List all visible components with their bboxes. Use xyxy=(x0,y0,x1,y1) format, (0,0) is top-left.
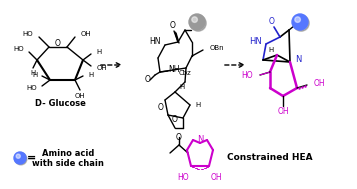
Text: H: H xyxy=(30,70,36,76)
Text: OH: OH xyxy=(277,108,289,116)
Circle shape xyxy=(14,152,26,164)
Text: O: O xyxy=(172,115,178,123)
Text: OH: OH xyxy=(97,65,107,71)
Text: O: O xyxy=(170,22,176,30)
Text: H: H xyxy=(179,84,185,90)
Text: HO: HO xyxy=(177,174,189,183)
Text: HO: HO xyxy=(241,71,253,81)
Circle shape xyxy=(293,15,309,31)
Text: H: H xyxy=(269,47,274,53)
Text: Constrained HEA: Constrained HEA xyxy=(227,153,313,163)
Text: H: H xyxy=(96,49,101,55)
Text: H: H xyxy=(88,72,93,78)
Text: N: N xyxy=(197,135,203,143)
Text: N: N xyxy=(295,54,301,64)
Text: H: H xyxy=(33,72,38,78)
Text: OBn: OBn xyxy=(210,45,225,51)
Text: HO: HO xyxy=(26,85,37,91)
Text: H: H xyxy=(195,102,200,108)
Text: D- Glucose: D- Glucose xyxy=(35,98,85,108)
Text: HO: HO xyxy=(13,46,24,52)
Circle shape xyxy=(189,14,205,30)
Text: O: O xyxy=(55,40,61,49)
Text: =: = xyxy=(27,153,37,163)
Text: O: O xyxy=(176,132,182,142)
Text: OH: OH xyxy=(314,80,326,88)
Circle shape xyxy=(15,153,27,165)
Text: Cbz: Cbz xyxy=(179,70,192,76)
Text: O: O xyxy=(158,102,164,112)
Text: Amino acid: Amino acid xyxy=(42,149,94,157)
Text: O: O xyxy=(269,16,275,26)
Text: with side chain: with side chain xyxy=(32,159,104,167)
Circle shape xyxy=(295,17,300,22)
Text: HO: HO xyxy=(22,31,33,37)
Text: HN: HN xyxy=(249,37,262,46)
Circle shape xyxy=(190,15,206,31)
Text: OH: OH xyxy=(75,93,85,99)
Circle shape xyxy=(292,14,308,30)
Text: NH: NH xyxy=(168,66,180,74)
Text: HN: HN xyxy=(150,37,161,46)
Circle shape xyxy=(16,154,20,158)
Text: OH: OH xyxy=(211,174,223,183)
Text: O: O xyxy=(145,75,151,84)
Circle shape xyxy=(192,17,197,22)
Text: OH: OH xyxy=(81,31,92,37)
